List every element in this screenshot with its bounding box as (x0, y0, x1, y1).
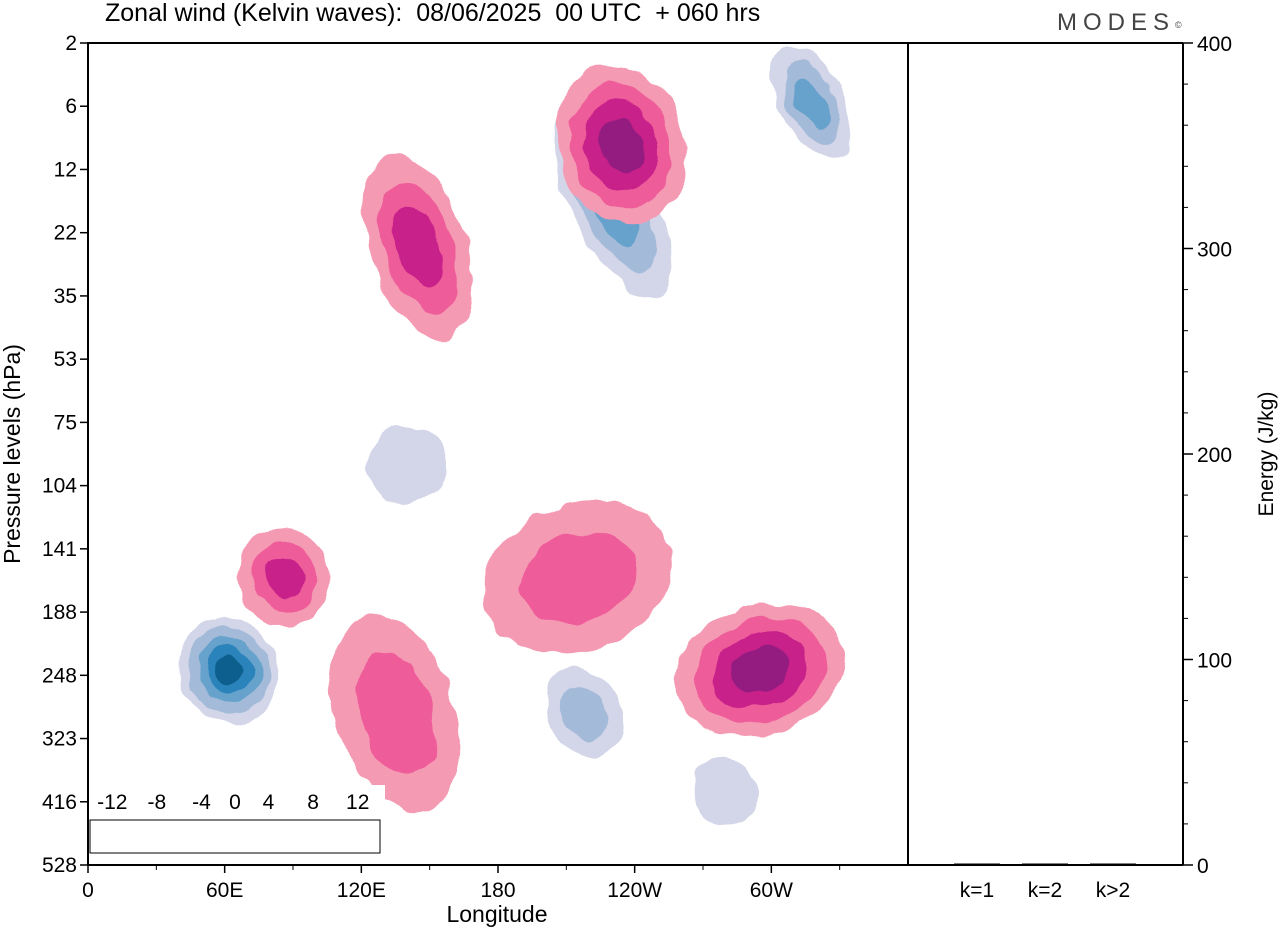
x-tick-label: 0 (82, 879, 94, 902)
axes: 0 60E 120E 180 120W 60W Longitude 2 6 12 22 35 53 75 1… (0, 32, 1184, 927)
y-axis-label: Pressure levels (hPa) (0, 344, 25, 564)
logo-mark: © (1175, 20, 1182, 30)
y-tick-label: 141 (42, 538, 77, 561)
wind-anomaly-feature (555, 65, 687, 225)
wind-contour-band (215, 655, 244, 686)
x-tick-label: 120E (337, 879, 386, 902)
energy-axis-label: Energy (J/kg) (1255, 392, 1278, 517)
y-tick-label: 104 (42, 475, 77, 498)
y-tick-label: 75 (54, 411, 77, 434)
wind-anomaly-feature (531, 651, 638, 775)
energy-panel: 0 100 200 300 400 Energy (J/kg) k=1 k=2 k>2 (954, 33, 1278, 902)
colorbar-label: 12 (346, 791, 369, 814)
wind-anomaly-feature (364, 155, 473, 340)
wind-contour-band (560, 685, 609, 741)
energy-bar (954, 863, 1000, 865)
energy-tick-label: 300 (1197, 239, 1232, 262)
wind-contour-band (693, 758, 759, 827)
y-tick-label: 416 (42, 791, 77, 814)
y-tick-label: 323 (42, 728, 77, 751)
wind-anomaly-feature (672, 737, 779, 848)
logo-text: MODES (1057, 9, 1176, 36)
zonal-wind-field (170, 43, 865, 848)
y-tick-label: 528 (42, 854, 77, 877)
colorbar-label: -8 (148, 791, 167, 814)
wind-anomaly-feature (170, 607, 288, 733)
wind-contour-band (355, 651, 436, 774)
wind-anomaly-feature (238, 528, 330, 627)
colorbar-background (85, 785, 385, 859)
colorbar: -12 -8 -4 0 4 8 12 (85, 785, 385, 859)
wind-contour-band (730, 647, 790, 694)
y-tick-label: 35 (54, 285, 77, 308)
x-tick-label: 60W (750, 879, 793, 902)
colorbar-label: -12 (97, 791, 127, 814)
energy-category-label: k>2 (1096, 879, 1130, 902)
wind-contour-band (394, 206, 443, 289)
colorbar-label: 4 (263, 791, 275, 814)
y-tick-label: 6 (65, 95, 77, 118)
x-tick-label: 60E (206, 879, 243, 902)
energy-tick-label: 0 (1197, 855, 1209, 878)
energy-tick-label: 400 (1197, 33, 1232, 56)
wind-contour-band (794, 77, 831, 129)
y-tick-label: 188 (42, 601, 77, 624)
y-tick-label: 12 (54, 158, 77, 181)
hovmoller-frame (87, 42, 909, 866)
y-tick-label: 22 (54, 222, 77, 245)
y-tick-label: 53 (54, 348, 77, 371)
energy-tick-label: 100 (1197, 650, 1232, 673)
x-tick-label: 120W (607, 879, 662, 902)
energy-bar (1022, 863, 1068, 865)
wind-contour-band (367, 425, 447, 505)
colorbar-label: 8 (307, 791, 319, 814)
x-tick-label: 180 (480, 879, 515, 902)
chart-title: Zonal wind (Kelvin waves): 08/06/2025 00… (105, 0, 761, 27)
wind-contour-band (518, 531, 637, 624)
wind-anomaly-feature (759, 43, 865, 177)
energy-category-label: k=1 (960, 879, 994, 902)
colorbar-label: 0 (229, 791, 241, 814)
wind-anomaly-feature (343, 400, 471, 530)
y-tick-label: 2 (65, 32, 77, 55)
colorbar-label: -4 (192, 791, 211, 814)
colorbar-border (89, 819, 381, 854)
wind-anomaly-feature (675, 603, 845, 737)
wind-contour-band (598, 117, 644, 173)
wind-anomaly-feature (331, 613, 460, 812)
energy-bar (1090, 863, 1136, 865)
y-tick-label: 248 (42, 664, 77, 687)
wind-anomaly-feature (482, 502, 674, 653)
modes-logo: MODES© (1057, 6, 1182, 40)
energy-tick-label: 200 (1197, 444, 1232, 467)
energy-category-label: k=2 (1028, 879, 1062, 902)
wind-contour-band (263, 555, 305, 600)
x-axis-label: Longitude (446, 901, 547, 927)
